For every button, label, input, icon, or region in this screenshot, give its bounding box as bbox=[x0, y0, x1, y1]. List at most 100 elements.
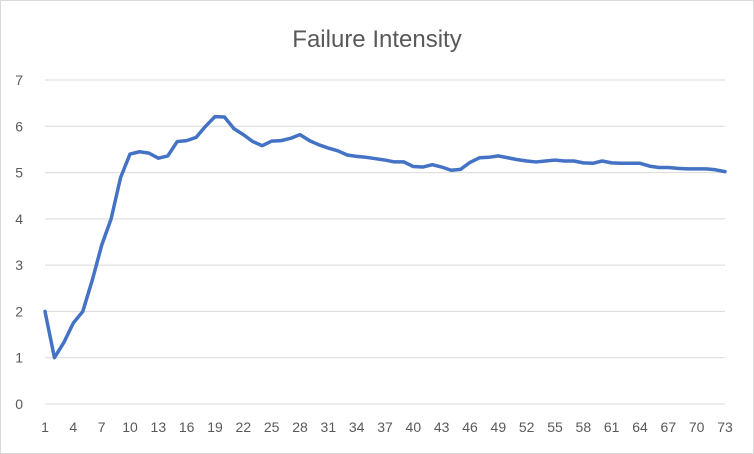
data-point bbox=[374, 157, 377, 160]
data-point bbox=[582, 161, 585, 165]
data-point bbox=[109, 217, 113, 221]
data-point bbox=[421, 165, 424, 169]
x-tick-label: 10 bbox=[122, 419, 138, 435]
data-point bbox=[185, 139, 188, 142]
x-tick-label: 31 bbox=[321, 419, 337, 435]
data-point bbox=[572, 159, 576, 163]
data-point bbox=[393, 160, 396, 164]
data-point bbox=[440, 165, 443, 169]
data-point bbox=[346, 153, 349, 157]
data-point bbox=[261, 144, 264, 147]
x-tick-label: 55 bbox=[547, 419, 563, 435]
data-point bbox=[232, 127, 236, 130]
data-point bbox=[53, 356, 56, 359]
data-point bbox=[695, 167, 698, 171]
data-point bbox=[431, 163, 434, 166]
gridlines bbox=[45, 79, 725, 405]
series-layer bbox=[43, 114, 727, 360]
data-point bbox=[289, 137, 292, 140]
data-point bbox=[81, 310, 84, 313]
data-point bbox=[242, 133, 245, 136]
x-tick-label: 7 bbox=[98, 419, 106, 435]
data-point bbox=[213, 115, 217, 118]
data-point bbox=[194, 136, 198, 139]
x-tick-label: 67 bbox=[661, 419, 677, 435]
data-point bbox=[270, 139, 273, 143]
data-point bbox=[487, 156, 491, 159]
y-axis-ticks: 0 1 2 3 4 5 6 7 bbox=[15, 72, 23, 412]
y-tick-label: 3 bbox=[15, 257, 23, 273]
data-point bbox=[497, 154, 500, 158]
x-tick-label: 49 bbox=[491, 419, 507, 435]
data-point bbox=[317, 143, 321, 146]
y-tick-label: 5 bbox=[15, 165, 23, 181]
data-point bbox=[412, 165, 415, 168]
x-tick-label: 43 bbox=[434, 419, 450, 435]
data-point bbox=[544, 159, 547, 163]
x-tick-label: 46 bbox=[462, 419, 478, 435]
x-tick-label: 40 bbox=[406, 419, 422, 435]
data-point bbox=[478, 156, 481, 159]
x-tick-label: 52 bbox=[519, 419, 535, 435]
y-tick-label: 6 bbox=[15, 118, 23, 134]
data-point bbox=[298, 133, 302, 136]
data-point bbox=[449, 169, 453, 172]
data-point bbox=[251, 140, 254, 143]
x-tick-label: 28 bbox=[292, 419, 308, 435]
data-point bbox=[601, 159, 604, 163]
data-point bbox=[402, 160, 406, 164]
data-point bbox=[563, 159, 566, 163]
data-point bbox=[629, 162, 632, 165]
data-point bbox=[591, 162, 594, 165]
data-point bbox=[619, 162, 623, 165]
data-point bbox=[506, 156, 509, 159]
data-point bbox=[704, 167, 708, 171]
data-point bbox=[147, 151, 151, 155]
data-point bbox=[667, 166, 670, 169]
data-point bbox=[138, 150, 141, 153]
data-point bbox=[355, 155, 358, 158]
data-point bbox=[638, 162, 642, 165]
data-point bbox=[686, 167, 689, 171]
data-point bbox=[327, 146, 330, 150]
data-point bbox=[119, 176, 122, 179]
series-line bbox=[43, 114, 727, 360]
data-point bbox=[648, 164, 651, 168]
data-point bbox=[553, 158, 557, 162]
data-point bbox=[308, 139, 311, 142]
data-point bbox=[223, 115, 226, 119]
x-tick-label: 13 bbox=[151, 419, 167, 435]
data-point bbox=[43, 310, 47, 313]
x-tick-label: 73 bbox=[717, 419, 733, 435]
data-point bbox=[364, 156, 368, 159]
y-tick-label: 4 bbox=[15, 211, 23, 227]
data-point bbox=[176, 140, 179, 143]
x-tick-label: 58 bbox=[576, 419, 592, 435]
data-point bbox=[336, 149, 339, 153]
x-tick-label: 1 bbox=[41, 419, 49, 435]
data-point bbox=[279, 139, 283, 142]
x-tick-label: 61 bbox=[604, 419, 620, 435]
x-tick-label: 37 bbox=[377, 419, 393, 435]
data-point bbox=[468, 161, 472, 164]
y-tick-label: 0 bbox=[15, 396, 23, 412]
data-point bbox=[534, 160, 538, 164]
x-tick-label: 34 bbox=[349, 419, 365, 435]
data-point bbox=[657, 166, 661, 169]
x-tick-label: 16 bbox=[179, 419, 195, 435]
data-point bbox=[91, 279, 94, 282]
data-point bbox=[525, 159, 528, 163]
data-point bbox=[723, 170, 727, 173]
data-point bbox=[459, 168, 462, 171]
data-point bbox=[128, 152, 132, 156]
x-tick-label: 4 bbox=[69, 419, 77, 435]
x-tick-label: 19 bbox=[207, 419, 223, 435]
x-axis-ticks: 1 4 7 10 13 16 19 22 25 28 31 34 37 40 43 46 49 52 55 58 61 6… bbox=[41, 419, 733, 435]
y-tick-label: 2 bbox=[15, 303, 23, 319]
x-tick-label: 70 bbox=[689, 419, 705, 435]
x-tick-label: 22 bbox=[236, 419, 252, 435]
y-tick-label: 1 bbox=[15, 350, 23, 366]
data-point bbox=[72, 321, 75, 325]
